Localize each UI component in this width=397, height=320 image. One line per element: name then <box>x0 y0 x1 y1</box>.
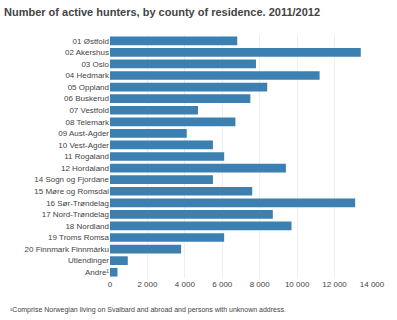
svg-text:2 000: 2 000 <box>137 280 158 289</box>
svg-text:18 Nordland: 18 Nordland <box>65 222 109 231</box>
svg-text:20 Finnmark Finnmárku: 20 Finnmark Finnmárku <box>25 245 109 254</box>
svg-text:03 Oslo: 03 Oslo <box>81 60 109 69</box>
svg-text:06 Buskerud: 06 Buskerud <box>64 94 109 103</box>
svg-text:Number of active hunters, by c: Number of active hunters, by county of r… <box>4 6 320 18</box>
svg-text:11 Rogaland: 11 Rogaland <box>64 152 109 161</box>
svg-text:6 000: 6 000 <box>212 280 233 289</box>
svg-text:16 Sør-Trøndelag: 16 Sør-Trøndelag <box>46 199 109 208</box>
svg-text:¹Comprise Norwegian living on: ¹Comprise Norwegian living on Svalbard a… <box>10 306 286 314</box>
svg-text:Utlendinger: Utlendinger <box>68 256 109 265</box>
svg-text:04 Hedmark: 04 Hedmark <box>65 71 110 80</box>
svg-text:10 000: 10 000 <box>285 280 310 289</box>
svg-text:15 Møre og Romsdal: 15 Møre og Romsdal <box>34 187 109 196</box>
svg-text:8 000: 8 000 <box>250 280 271 289</box>
svg-text:09 Aust-Agder: 09 Aust-Agder <box>58 129 109 138</box>
svg-text:0: 0 <box>108 280 113 289</box>
svg-text:4 000: 4 000 <box>175 280 196 289</box>
svg-text:14 000: 14 000 <box>360 280 385 289</box>
svg-text:02 Akershus: 02 Akershus <box>65 48 109 57</box>
svg-text:05 Oppland: 05 Oppland <box>68 83 109 92</box>
svg-text:Andre¹: Andre¹ <box>85 268 109 277</box>
svg-text:12 Hordaland: 12 Hordaland <box>61 164 109 173</box>
svg-text:01 Østfold: 01 Østfold <box>73 37 109 46</box>
svg-text:10 Vest-Agder: 10 Vest-Agder <box>58 141 109 150</box>
svg-text:08 Telemark: 08 Telemark <box>66 118 110 127</box>
svg-text:17 Nord-Trøndelag: 17 Nord-Trøndelag <box>42 210 109 219</box>
svg-text:19 Troms Romsa: 19 Troms Romsa <box>48 233 109 242</box>
svg-text:14 Sogn og Fjordane: 14 Sogn og Fjordane <box>34 175 109 184</box>
svg-text:12 000: 12 000 <box>322 280 347 289</box>
svg-text:07 Vestfold: 07 Vestfold <box>69 106 109 115</box>
